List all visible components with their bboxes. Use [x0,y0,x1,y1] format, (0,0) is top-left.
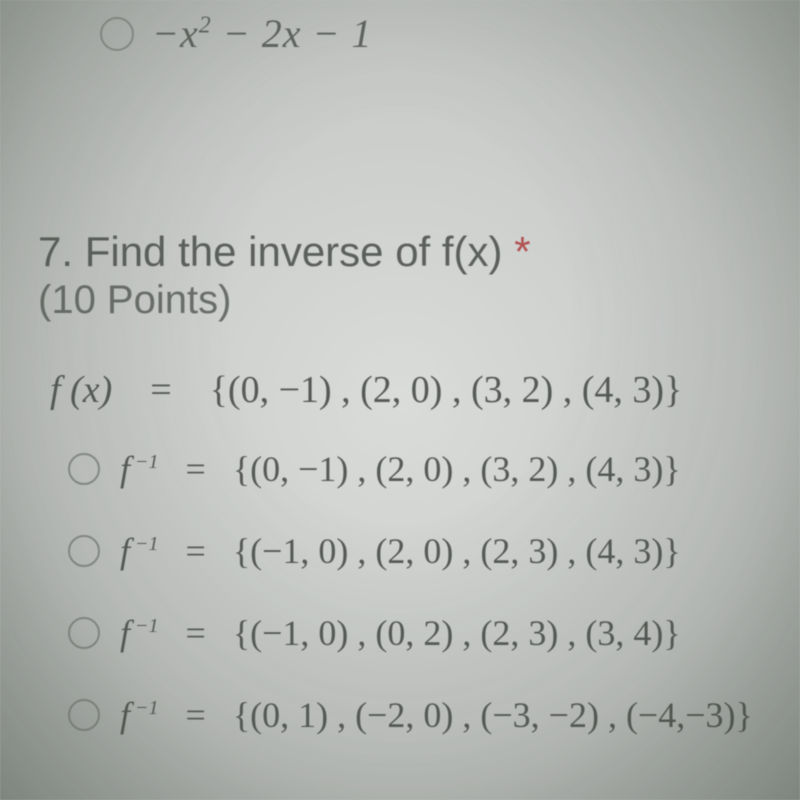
fx-eq: = [150,369,171,411]
option-eq: = [186,613,206,653]
radio-icon[interactable] [68,617,100,649]
option-4[interactable]: f −1 = {(0, 1) , (−2, 0) , (−3, −2) , (−… [68,694,753,736]
radio-icon[interactable] [100,17,134,51]
option-set: {(0, 1) , (−2, 0) , (−3, −2) , (−4,−3)} [233,695,753,735]
option-1-text: f −1 = {(0, −1) , (2, 0) , (3, 2) , (4, … [120,448,681,490]
option-lhs: f −1 [120,695,159,735]
required-asterisk: * [514,228,530,275]
option-4-text: f −1 = {(0, 1) , (−2, 0) , (−3, −2) , (−… [120,694,753,736]
radio-icon[interactable] [68,453,100,485]
option-set: {(−1, 0) , (0, 2) , (2, 3) , (3, 4)} [233,613,681,653]
prev-option-expression: −x2 − 2x − 1 [152,10,373,57]
function-definition: f (x) = {(0, −1) , (2, 0) , (3, 2) , (4,… [50,368,682,412]
option-2[interactable]: f −1 = {(−1, 0) , (2, 0) , (2, 3) , (4, … [68,530,753,572]
option-1[interactable]: f −1 = {(0, −1) , (2, 0) , (3, 2) , (4, … [68,448,753,490]
option-eq: = [186,531,206,571]
option-eq: = [186,695,206,735]
radio-icon[interactable] [68,535,100,567]
answer-options: f −1 = {(0, −1) , (2, 0) , (3, 2) , (4, … [68,448,753,776]
question-body: Find the inverse of f(x) [85,228,515,275]
option-lhs: f −1 [120,613,159,653]
fx-lhs: f (x) [50,369,112,411]
question-points: (10 Points) [38,278,531,323]
radio-icon[interactable] [68,699,100,731]
question-number: 7. [38,228,73,275]
option-2-text: f −1 = {(−1, 0) , (2, 0) , (2, 3) , (4, … [120,530,681,572]
option-lhs: f −1 [120,531,159,571]
option-lhs: f −1 [120,449,159,489]
question-text: 7. Find the inverse of f(x) * [38,228,531,276]
option-3-text: f −1 = {(−1, 0) , (0, 2) , (2, 3) , (3, … [120,612,681,654]
option-3[interactable]: f −1 = {(−1, 0) , (0, 2) , (2, 3) , (3, … [68,612,753,654]
question-block: 7. Find the inverse of f(x) * (10 Points… [38,228,531,323]
prev-question-option: −x2 − 2x − 1 [100,10,373,57]
option-eq: = [186,449,206,489]
option-set: {(−1, 0) , (2, 0) , (2, 3) , (4, 3)} [233,531,681,571]
option-set: {(0, −1) , (2, 0) , (3, 2) , (4, 3)} [233,449,681,489]
fx-set: {(0, −1) , (2, 0) , (3, 2) , (4, 3)} [210,369,683,411]
